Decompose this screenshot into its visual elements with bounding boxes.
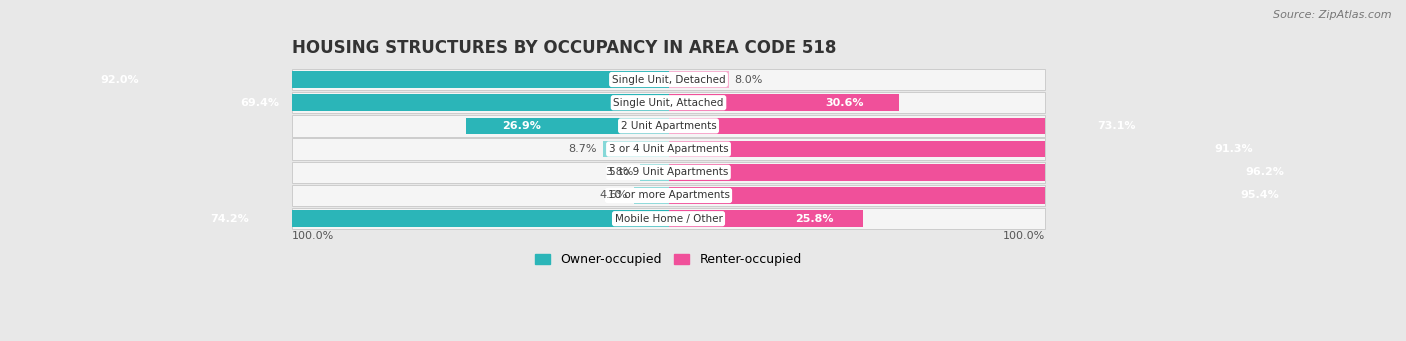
Text: 100.0%: 100.0%: [292, 232, 335, 241]
Text: Single Unit, Attached: Single Unit, Attached: [613, 98, 724, 108]
Bar: [110, 210, 668, 227]
Bar: [634, 187, 668, 204]
Text: 73.1%: 73.1%: [1098, 121, 1136, 131]
Text: 96.2%: 96.2%: [1246, 167, 1284, 177]
Bar: [0, 71, 668, 88]
Text: Single Unit, Detached: Single Unit, Detached: [612, 75, 725, 85]
Text: 95.4%: 95.4%: [1240, 191, 1279, 201]
Bar: [292, 115, 1045, 137]
Bar: [668, 187, 1386, 204]
Text: 92.0%: 92.0%: [101, 75, 139, 85]
Bar: [292, 92, 1045, 114]
Text: 8.7%: 8.7%: [568, 144, 598, 154]
Text: Mobile Home / Other: Mobile Home / Other: [614, 214, 723, 224]
Bar: [668, 210, 863, 227]
Text: 100.0%: 100.0%: [1002, 232, 1045, 241]
Text: 69.4%: 69.4%: [240, 98, 280, 108]
Text: 8.0%: 8.0%: [735, 75, 763, 85]
Legend: Owner-occupied, Renter-occupied: Owner-occupied, Renter-occupied: [530, 248, 807, 271]
Text: 91.3%: 91.3%: [1213, 144, 1253, 154]
Bar: [603, 141, 668, 158]
Text: 5 to 9 Unit Apartments: 5 to 9 Unit Apartments: [609, 167, 728, 177]
Bar: [292, 162, 1045, 183]
Text: 10 or more Apartments: 10 or more Apartments: [607, 191, 730, 201]
Bar: [668, 94, 898, 111]
Text: 74.2%: 74.2%: [211, 214, 249, 224]
Bar: [292, 208, 1045, 229]
Text: 3 or 4 Unit Apartments: 3 or 4 Unit Apartments: [609, 144, 728, 154]
Bar: [668, 164, 1392, 181]
Bar: [640, 164, 668, 181]
Text: 4.6%: 4.6%: [599, 191, 628, 201]
Bar: [292, 69, 1045, 90]
Bar: [668, 71, 728, 88]
Text: 30.6%: 30.6%: [825, 98, 865, 108]
Text: Source: ZipAtlas.com: Source: ZipAtlas.com: [1274, 10, 1392, 20]
Bar: [465, 118, 668, 134]
Bar: [292, 138, 1045, 160]
Text: 25.8%: 25.8%: [794, 214, 834, 224]
Bar: [668, 118, 1219, 134]
Bar: [668, 141, 1355, 158]
Bar: [146, 94, 668, 111]
Text: 2 Unit Apartments: 2 Unit Apartments: [620, 121, 717, 131]
Text: 26.9%: 26.9%: [502, 121, 541, 131]
Text: HOUSING STRUCTURES BY OCCUPANCY IN AREA CODE 518: HOUSING STRUCTURES BY OCCUPANCY IN AREA …: [292, 39, 837, 57]
Bar: [292, 185, 1045, 206]
Text: 3.8%: 3.8%: [606, 167, 634, 177]
